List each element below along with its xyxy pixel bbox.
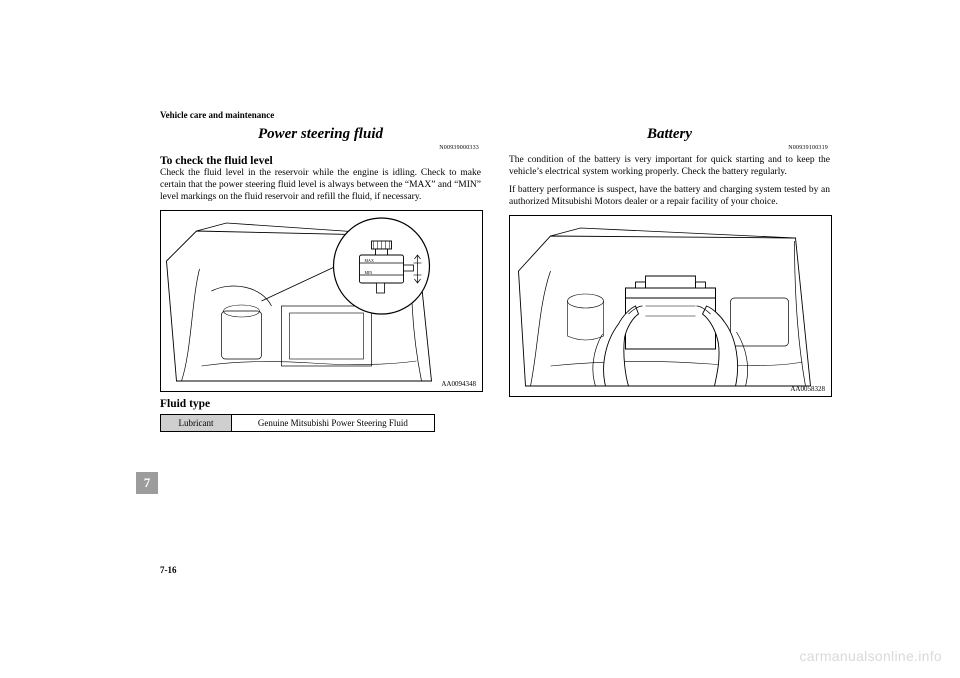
- subheading-check-level: To check the fluid level: [160, 155, 481, 167]
- two-column-layout: Power steering fluid N00939000333 To che…: [160, 126, 830, 432]
- subheading-fluid-type: Fluid type: [160, 398, 481, 410]
- manual-page: Vehicle care and maintenance Power steer…: [160, 110, 830, 432]
- paragraph-check-level: Check the fluid level in the reservoir w…: [160, 168, 481, 204]
- fluid-type-table: Lubricant Genuine Mitsubishi Power Steer…: [160, 414, 435, 432]
- figure-ps-reservoir: MAX MIN AA0094348: [160, 210, 483, 392]
- section-title-ps-fluid: Power steering fluid: [160, 126, 481, 143]
- section-title-battery: Battery: [509, 126, 830, 143]
- table-cell-lubricant: Lubricant: [161, 415, 232, 431]
- reservoir-max-label: MAX: [365, 258, 374, 263]
- figure-code-left: AA0094348: [441, 380, 476, 388]
- engine-bay-battery-svg: [510, 216, 831, 396]
- engine-bay-reservoir-svg: MAX MIN: [161, 211, 482, 391]
- figure-code-right: AA0058328: [790, 385, 825, 393]
- paragraph-battery-1: The condition of the battery is very imp…: [509, 155, 830, 179]
- watermark: carmanualsonline.info: [800, 648, 943, 664]
- right-column: Battery N00939100319 The condition of th…: [509, 126, 830, 432]
- chapter-header: Vehicle care and maintenance: [160, 110, 830, 120]
- doc-code-left: N00939000333: [160, 145, 479, 151]
- table-cell-fluid: Genuine Mitsubishi Power Steering Fluid: [232, 415, 434, 431]
- reservoir-min-label: MIN: [365, 270, 373, 275]
- doc-code-right: N00939100319: [509, 145, 828, 151]
- page-number: 7-16: [160, 565, 177, 575]
- paragraph-battery-2: If battery performance is suspect, have …: [509, 185, 830, 209]
- chapter-tab: 7: [136, 472, 158, 494]
- figure-battery: AA0058328: [509, 215, 832, 397]
- left-column: Power steering fluid N00939000333 To che…: [160, 126, 481, 432]
